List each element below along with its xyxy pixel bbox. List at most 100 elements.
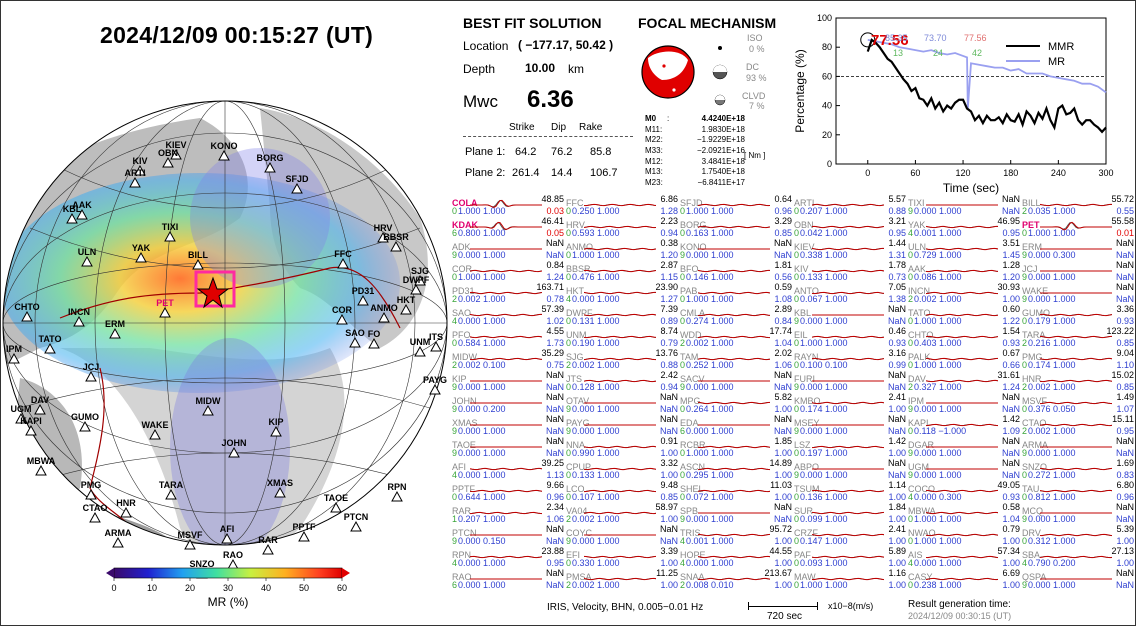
station-mr: NaN [773, 382, 792, 392]
station-mr: 1.02 [546, 316, 564, 326]
station-panel-arma: ARMA NaN 9 0.000 1.000 NaN [1022, 436, 1134, 459]
station-weights: 0.000 0.200 [458, 404, 506, 414]
waveform-trace [698, 291, 770, 295]
map-station-fo: FO [368, 329, 380, 349]
map-station-label: RAR [258, 535, 278, 545]
station-mr: 1.00 [888, 514, 906, 524]
plane1-strike: 64.2 [515, 146, 537, 158]
station-code: PD31 [452, 286, 475, 296]
waveform-trace [926, 468, 998, 470]
map-station-erm: ERM [105, 319, 125, 339]
station-mr: 0.85 [774, 228, 792, 238]
station-code: PMG [1022, 352, 1043, 362]
station-weights: 0.000 0.300 [1028, 250, 1076, 260]
station-panel-maw: MAW 1.16 0 1.000 1.000 1.00 [794, 568, 906, 591]
synthetic-trace [584, 269, 656, 273]
waveform-trace [1040, 203, 1112, 207]
map-station-label: RPN [387, 482, 406, 492]
station-panel-coco: COCO 49.05 4 0.000 0.300 0.93 [908, 480, 1020, 503]
synthetic-trace [1040, 335, 1112, 339]
station-panel-cpup: CPUP 3.32 0 0.133 1.000 1.00 [566, 458, 678, 481]
station-code: CASY [908, 572, 933, 582]
station-amplitude: NaN [773, 502, 792, 512]
station-weights: 0.207 1.000 [800, 206, 848, 216]
station-count: 0 [566, 558, 572, 568]
map-station-label: UNM [410, 337, 431, 347]
waveform-trace [812, 291, 884, 295]
map-station-rao: RAO [223, 550, 243, 570]
waveform-trace [698, 248, 770, 250]
waveform-trace [812, 489, 884, 493]
station-mr: 1.24 [546, 272, 564, 282]
map-station-label: DWPF [403, 275, 430, 285]
waveform-trace [1040, 292, 1112, 294]
epicenter-star-icon [196, 276, 230, 309]
station-amplitude: 48.85 [541, 194, 564, 204]
synthetic-trace [698, 269, 770, 273]
station-weights: 0.136 1.000 [800, 492, 848, 502]
station-panel-rar: RAR 2.34 1 0.207 1.000 1.06 [452, 502, 564, 525]
map-station-label: KAPI [20, 416, 42, 426]
station-count: 0 [1022, 316, 1028, 326]
map-station-its: ITS [429, 332, 443, 352]
station-amplitude: 46.41 [541, 216, 564, 226]
station-weights: 1.000 1.000 [914, 514, 962, 524]
map-station-sfjd: SFJD [285, 174, 309, 194]
station-count: 6 [452, 580, 458, 590]
amplitude-unit: x10−8(m/s) [828, 601, 874, 611]
map-station-label: BILL [188, 250, 208, 260]
station-mr: 1.27 [660, 294, 678, 304]
waveform-trace [812, 225, 884, 229]
station-weights: 0.179 1.000 [1028, 316, 1076, 326]
station-panel-pd31: PD31 163.71 2 0.002 1.000 0.78 [452, 282, 564, 305]
location-label: Location [463, 39, 509, 53]
station-panel-ugm: UGM NaN 9 0.000 1.000 NaN [908, 458, 1020, 481]
station-mr: NaN [1001, 206, 1020, 216]
moment-row: M13: 1.7540E+18 [645, 167, 795, 178]
station-amplitude: NaN [1115, 238, 1134, 248]
station-weights: 0.190 1.000 [572, 338, 620, 348]
map-station-label: BORG [257, 153, 284, 163]
station-mr: 0.83 [1116, 470, 1134, 480]
station-weights: 1.000 1.000 [458, 272, 506, 282]
map-station-hnr: HNR [116, 498, 136, 518]
station-mr: 1.10 [1116, 360, 1134, 370]
station-code: KDAK [452, 220, 478, 230]
station-count: 9 [908, 448, 914, 458]
map-station-label: IPM [6, 344, 22, 354]
legend-entry: MMR [1048, 41, 1074, 53]
map-station-payg: PAYG [423, 375, 447, 395]
plane1-dip: 76.2 [551, 146, 573, 158]
station-weights: 0.338 1.000 [800, 250, 848, 260]
station-count: 0 [680, 294, 686, 304]
station-panel-ptcn: PTCN NaN 9 0.000 0.150 NaN [452, 524, 564, 547]
station-count: 0 [566, 492, 572, 502]
waveform-trace [470, 221, 542, 231]
synthetic-trace [812, 577, 884, 581]
station-code: RAO [452, 572, 472, 582]
station-mr: 1.00 [888, 536, 906, 546]
station-weights: 0.133 1.000 [572, 470, 620, 480]
map-station-label: AFI [220, 524, 235, 534]
station-panel-ascn: ASCN 14.89 0 0.295 1.000 1.00 [680, 458, 792, 481]
station-panel-jcj: JCJ NaN 9 0.000 1.000 NaN [1022, 260, 1134, 283]
station-mr: NaN [1001, 404, 1020, 414]
station-amplitude: 0.67 [1002, 348, 1020, 358]
processing-info: IRIS, Velocity, BHN, 0.005−0.01 Hz [547, 602, 704, 613]
station-code: COR [452, 264, 472, 274]
waveform-trace [812, 401, 884, 405]
station-count: 4 [908, 492, 914, 502]
station-mr: 0.55 [1116, 206, 1134, 216]
station-panel-dwpf: DWPF 7.39 0 0.131 1.000 0.89 [566, 304, 678, 327]
waveform-trace [698, 335, 770, 339]
y-tick-label: 40 [822, 101, 832, 111]
station-amplitude: NaN [1001, 436, 1020, 446]
synthetic-trace [470, 199, 542, 208]
station-code: PTCN [452, 528, 477, 538]
station-weights: 0.002 1.000 [686, 338, 734, 348]
station-code: WDD [680, 330, 702, 340]
waveform-trace [926, 555, 998, 559]
waveform-trace [812, 577, 884, 581]
station-panel-rao: RAO NaN 6 0.000 1.000 NaN [452, 568, 564, 591]
station-weights: 1.000 1.000 [686, 206, 734, 216]
